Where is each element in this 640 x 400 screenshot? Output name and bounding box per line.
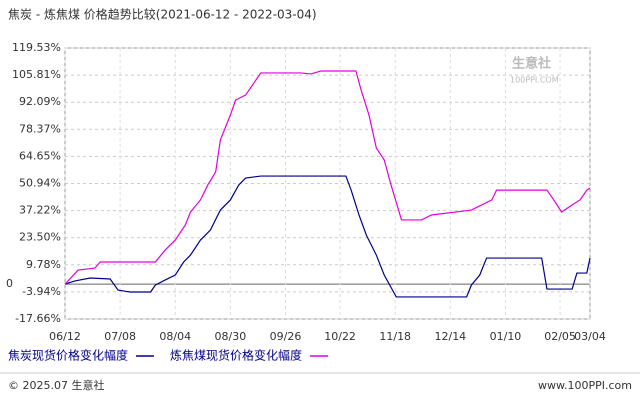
y-tick-label: 64.65%: [19, 149, 61, 162]
x-tick-label: 09/26: [270, 330, 302, 343]
watermark-url: 100PPI.COM: [510, 76, 559, 85]
x-tick-label: 11/18: [379, 330, 411, 343]
watermark: 生意社: [512, 56, 551, 72]
series-line: [64, 175, 591, 298]
x-tick-label: 07/08: [104, 330, 136, 343]
chart-title: 焦炭 - 炼焦煤 价格趋势比较(2021-06-12 - 2022-03-04): [8, 7, 317, 22]
x-tick-label: 02/05: [544, 330, 576, 343]
y-tick-label: 78.37%: [19, 122, 61, 135]
footer-right: www.100PPI.com: [538, 379, 632, 392]
y-tick-label: 23.50%: [19, 231, 61, 244]
y-tick-label: 0: [6, 277, 13, 290]
footer-left: © 2025.07 生意社: [8, 378, 104, 392]
y-tick-label: 37.22%: [19, 204, 61, 217]
y-tick-label: 119.53%: [12, 41, 61, 54]
x-tick-label: 03/04: [574, 330, 606, 343]
x-tick-label: 10/22: [324, 330, 356, 343]
x-tick-label: 01/10: [490, 330, 522, 343]
x-tick-label: 08/04: [159, 330, 191, 343]
series-line: [64, 70, 591, 285]
y-tick-label: 92.09%: [19, 95, 61, 108]
x-tick-label: 12/14: [434, 330, 466, 343]
y-tick-label: 9.78%: [26, 258, 61, 271]
x-tick-label: 06/12: [49, 330, 81, 343]
x-tick-label: 08/30: [215, 330, 247, 343]
y-tick-label: -17.66%: [15, 312, 61, 325]
y-tick-label: -3.94%: [22, 285, 61, 298]
y-tick-label: 105.81%: [12, 68, 61, 81]
legend-label: 焦炭现货价格变化幅度: [8, 348, 128, 363]
y-tick-label: 50.94%: [19, 176, 61, 189]
legend-label: 炼焦煤现货价格变化幅度: [170, 348, 302, 363]
